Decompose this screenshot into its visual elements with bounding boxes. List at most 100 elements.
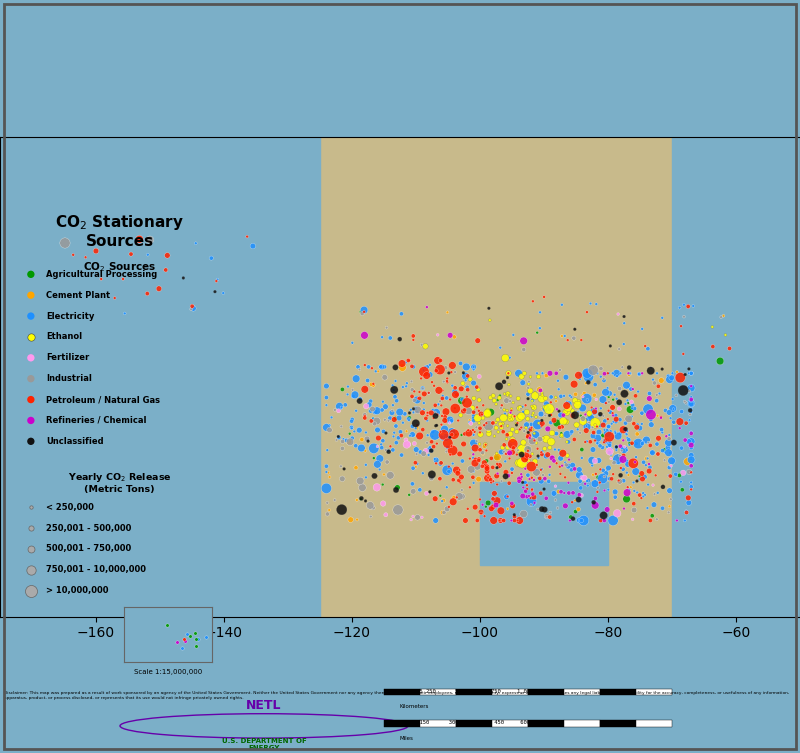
Point bbox=[432, 398, 445, 410]
Point bbox=[354, 493, 367, 505]
Point bbox=[346, 390, 359, 402]
Point bbox=[562, 436, 575, 448]
Point bbox=[626, 514, 639, 526]
Point bbox=[531, 503, 544, 515]
Point bbox=[573, 464, 586, 476]
Point bbox=[598, 514, 610, 526]
Point bbox=[438, 428, 450, 441]
Point bbox=[379, 509, 392, 521]
Point bbox=[412, 392, 425, 404]
Point bbox=[645, 409, 658, 421]
Bar bbox=[456, 688, 492, 696]
Point bbox=[634, 470, 646, 482]
Point bbox=[555, 299, 568, 311]
Point bbox=[642, 479, 654, 491]
Point bbox=[645, 413, 658, 425]
Point bbox=[551, 375, 564, 387]
Point bbox=[25, 352, 38, 364]
Point bbox=[498, 407, 511, 419]
Point bbox=[552, 383, 565, 395]
Point bbox=[524, 385, 537, 397]
Point bbox=[624, 404, 637, 416]
Point bbox=[619, 428, 632, 440]
Point bbox=[545, 436, 558, 448]
Point bbox=[423, 441, 436, 453]
Point bbox=[425, 471, 438, 483]
Point bbox=[506, 397, 519, 409]
Point bbox=[606, 443, 618, 455]
Point bbox=[634, 489, 646, 501]
Point bbox=[171, 636, 184, 648]
Point bbox=[600, 434, 613, 447]
Point bbox=[416, 383, 429, 395]
Point bbox=[650, 389, 663, 401]
Point bbox=[505, 413, 518, 425]
Point bbox=[484, 392, 497, 404]
Point bbox=[518, 425, 530, 437]
Point bbox=[241, 230, 254, 242]
Point bbox=[524, 385, 537, 397]
Point bbox=[487, 514, 500, 526]
Point bbox=[598, 436, 610, 448]
Text: 750,001 - 10,000,000: 750,001 - 10,000,000 bbox=[46, 566, 146, 575]
Polygon shape bbox=[480, 482, 608, 566]
Point bbox=[209, 285, 222, 297]
Point bbox=[469, 457, 482, 469]
Point bbox=[522, 430, 535, 442]
Point bbox=[540, 398, 553, 410]
Point bbox=[377, 434, 390, 447]
Point bbox=[627, 477, 640, 489]
Point bbox=[572, 493, 585, 505]
Point bbox=[584, 436, 597, 448]
Point bbox=[621, 395, 634, 407]
Point bbox=[428, 407, 441, 419]
Point bbox=[449, 366, 462, 378]
Point bbox=[567, 332, 580, 344]
Point bbox=[422, 387, 435, 399]
Point bbox=[187, 303, 200, 315]
Point bbox=[426, 425, 439, 437]
Point bbox=[447, 474, 460, 486]
Point bbox=[629, 390, 642, 402]
Point bbox=[511, 514, 524, 526]
Point bbox=[533, 383, 546, 395]
Point bbox=[685, 398, 698, 410]
Point bbox=[368, 470, 381, 482]
Point bbox=[522, 444, 534, 456]
Point bbox=[408, 437, 421, 450]
Point bbox=[355, 442, 368, 454]
Point bbox=[371, 441, 384, 453]
Point bbox=[396, 361, 409, 373]
Point bbox=[511, 514, 524, 526]
Point bbox=[621, 486, 634, 498]
Point bbox=[397, 381, 410, 393]
Point bbox=[430, 437, 443, 450]
Point bbox=[415, 339, 428, 351]
Point bbox=[440, 431, 453, 444]
Point bbox=[426, 404, 439, 416]
Point bbox=[682, 497, 695, 509]
Point bbox=[511, 417, 524, 429]
Point bbox=[521, 406, 534, 418]
Point bbox=[602, 483, 614, 495]
Point bbox=[522, 445, 534, 457]
Point bbox=[666, 372, 678, 384]
Point bbox=[670, 514, 683, 526]
Point bbox=[455, 429, 468, 441]
Point bbox=[502, 448, 515, 460]
Point bbox=[685, 442, 698, 454]
Point bbox=[578, 514, 590, 526]
Point bbox=[492, 426, 505, 438]
Point bbox=[522, 426, 534, 438]
Point bbox=[586, 459, 598, 471]
Point bbox=[521, 483, 534, 495]
Point bbox=[444, 394, 457, 406]
Point bbox=[323, 424, 336, 436]
Point bbox=[502, 388, 514, 400]
Point bbox=[522, 376, 535, 388]
Point bbox=[684, 404, 697, 416]
Point bbox=[190, 633, 202, 645]
Point bbox=[554, 390, 567, 402]
Point bbox=[362, 434, 374, 446]
Point bbox=[674, 422, 686, 434]
